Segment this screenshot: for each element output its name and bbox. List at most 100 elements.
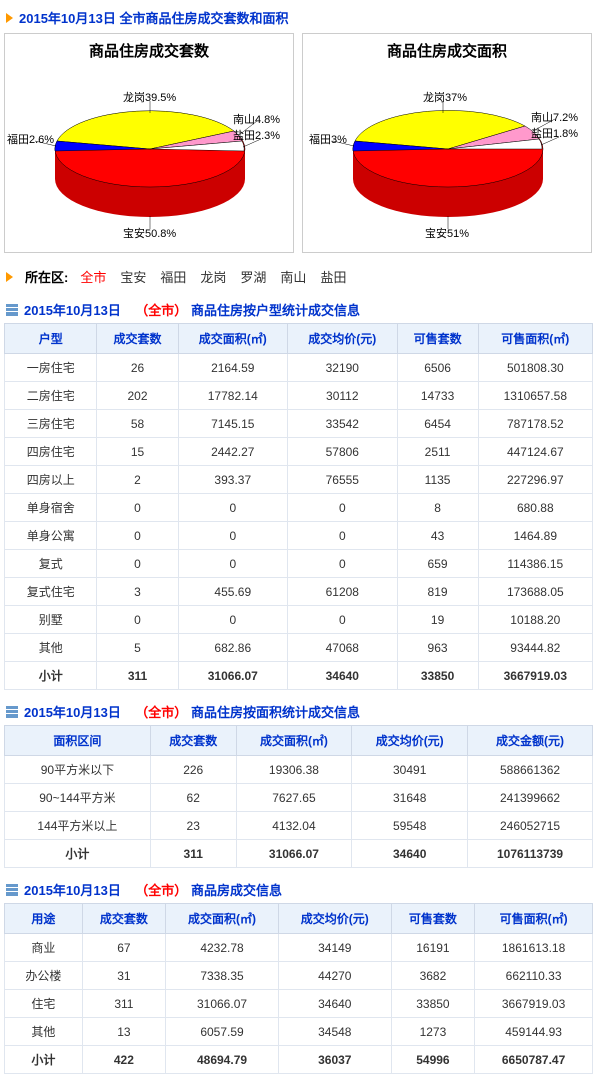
- cell: 48694.79: [166, 1046, 279, 1074]
- cell: 2: [97, 466, 178, 494]
- region-label: 所在区:: [25, 267, 68, 286]
- cell: 0: [178, 550, 288, 578]
- table1-scope: （全市）: [135, 303, 187, 318]
- col-header: 成交面积(㎡): [178, 324, 288, 354]
- cell: 四房以上: [5, 466, 97, 494]
- cell: 226: [150, 756, 236, 784]
- table-unit-type: 户型成交套数成交面积(㎡)成交均价(元)可售套数可售面积(㎡)一房住宅26216…: [4, 323, 593, 690]
- cell: 3667919.03: [478, 662, 592, 690]
- cell: 311: [150, 840, 236, 868]
- table-icon: [6, 304, 18, 316]
- cell: 小计: [5, 1046, 83, 1074]
- cell: 7627.65: [236, 784, 352, 812]
- table-area-range: 面积区间成交套数成交面积(㎡)成交均价(元)成交金额(元)90平方米以下2261…: [4, 725, 593, 868]
- chart2-pie: 龙岗37% 南山7.2% 盐田1.8% 福田3% 宝安51%: [303, 61, 591, 246]
- chart-deals-count: 商品住房成交套数: [4, 33, 294, 253]
- cell: 1076113739: [468, 840, 593, 868]
- table-row: 四房住宅152442.27578062511447124.67: [5, 438, 593, 466]
- col-header: 成交套数: [97, 324, 178, 354]
- table-total-row: 小计42248694.7936037549966650787.47: [5, 1046, 593, 1074]
- cell: 31648: [352, 784, 468, 812]
- cell: 662110.33: [475, 962, 593, 990]
- cell: 2442.27: [178, 438, 288, 466]
- col-header: 成交面积(㎡): [166, 904, 279, 934]
- cell: 1464.89: [478, 522, 592, 550]
- table-row: 复式住宅3455.6961208819173688.05: [5, 578, 593, 606]
- table-row: 复式000659114386.15: [5, 550, 593, 578]
- cell: 商业: [5, 934, 83, 962]
- table-row: 144平方米以上234132.0459548246052715: [5, 812, 593, 840]
- chart1-label-baoan: 宝安50.8%: [123, 225, 176, 241]
- cell: 0: [288, 606, 398, 634]
- cell: 455.69: [178, 578, 288, 606]
- cell: 31: [82, 962, 166, 990]
- chart1-label-futian: 福田2.6%: [7, 131, 54, 147]
- chart2-title: 商品住房成交面积: [303, 34, 591, 61]
- cell: 33542: [288, 410, 398, 438]
- cell: 33850: [391, 990, 475, 1018]
- col-header: 成交均价(元): [288, 324, 398, 354]
- table-row: 90~144平方米627627.6531648241399662: [5, 784, 593, 812]
- region-link-龙岗[interactable]: 龙岗: [200, 270, 226, 285]
- cell: 59548: [352, 812, 468, 840]
- table-row: 办公楼317338.35442703682662110.33: [5, 962, 593, 990]
- cell: 227296.97: [478, 466, 592, 494]
- region-link-全市[interactable]: 全市: [80, 270, 106, 285]
- col-header: 面积区间: [5, 726, 151, 756]
- cell: 43: [397, 522, 478, 550]
- cell: 4132.04: [236, 812, 352, 840]
- region-link-盐田[interactable]: 盐田: [320, 270, 346, 285]
- cell: 588661362: [468, 756, 593, 784]
- table-total-row: 小计31131066.07346401076113739: [5, 840, 593, 868]
- cell: 0: [178, 522, 288, 550]
- region-link-福田[interactable]: 福田: [160, 270, 186, 285]
- chart2-label-longgang: 龙岗37%: [423, 89, 467, 105]
- table-icon: [6, 884, 18, 896]
- chart2-label-baoan: 宝安51%: [425, 225, 469, 241]
- region-link-南山[interactable]: 南山: [280, 270, 306, 285]
- table2-title: 商品住房按面积统计成交信息: [191, 705, 360, 720]
- cell: 819: [397, 578, 478, 606]
- cell: 144平方米以上: [5, 812, 151, 840]
- cell: 682.86: [178, 634, 288, 662]
- table2-scope: （全市）: [135, 705, 187, 720]
- cell: 3: [97, 578, 178, 606]
- table-total-row: 小计31131066.0734640338503667919.03: [5, 662, 593, 690]
- cell: 34640: [278, 990, 391, 1018]
- cell: 58: [97, 410, 178, 438]
- cell: 0: [288, 550, 398, 578]
- cell: 住宅: [5, 990, 83, 1018]
- header-title: 全市商品住房成交套数和面积: [119, 11, 288, 26]
- cell: 13: [82, 1018, 166, 1046]
- region-link-宝安[interactable]: 宝安: [120, 270, 146, 285]
- cell: 311: [82, 990, 166, 1018]
- table-row: 住宅31131066.0734640338503667919.03: [5, 990, 593, 1018]
- table2-header: 2015年10月13日 （全市） 商品住房按面积统计成交信息: [4, 698, 593, 725]
- table1-header: 2015年10月13日 （全市） 商品住房按户型统计成交信息: [4, 296, 593, 323]
- cell: 90平方米以下: [5, 756, 151, 784]
- cell: 659: [397, 550, 478, 578]
- table-row: 90平方米以下22619306.3830491588661362: [5, 756, 593, 784]
- page-header: 2015年10月13日 全市商品住房成交套数和面积: [4, 4, 593, 31]
- cell: 复式住宅: [5, 578, 97, 606]
- col-header: 成交均价(元): [352, 726, 468, 756]
- cell: 246052715: [468, 812, 593, 840]
- cell: 0: [97, 522, 178, 550]
- cell: 2164.59: [178, 354, 288, 382]
- table3-header: 2015年10月13日 （全市） 商品房成交信息: [4, 876, 593, 903]
- header-date: 2015年10月13日: [19, 11, 116, 26]
- cell: 其他: [5, 634, 97, 662]
- chart1-label-longgang: 龙岗39.5%: [123, 89, 176, 105]
- cell: 31066.07: [166, 990, 279, 1018]
- table-row: 其他5682.864706896393444.82: [5, 634, 593, 662]
- cell: 241399662: [468, 784, 593, 812]
- table3-scope: （全市）: [135, 883, 187, 898]
- cell: 2511: [397, 438, 478, 466]
- cell: 一房住宅: [5, 354, 97, 382]
- cell: 173688.05: [478, 578, 592, 606]
- region-link-罗湖[interactable]: 罗湖: [240, 270, 266, 285]
- cell: 44270: [278, 962, 391, 990]
- cell: 别墅: [5, 606, 97, 634]
- cell: 459144.93: [475, 1018, 593, 1046]
- col-header: 成交金额(元): [468, 726, 593, 756]
